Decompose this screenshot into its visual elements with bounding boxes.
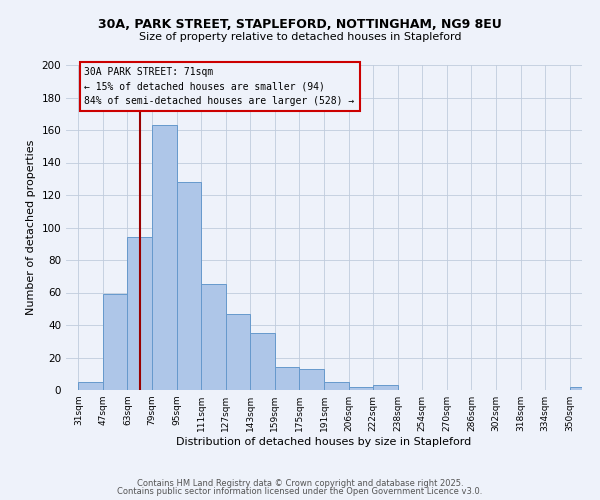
Text: 30A, PARK STREET, STAPLEFORD, NOTTINGHAM, NG9 8EU: 30A, PARK STREET, STAPLEFORD, NOTTINGHAM… [98,18,502,30]
Bar [275,367,299,390]
Bar [176,182,201,390]
Y-axis label: Number of detached properties: Number of detached properties [26,140,36,315]
Bar [103,294,127,390]
Bar [250,333,275,390]
X-axis label: Distribution of detached houses by size in Stapleford: Distribution of detached houses by size … [176,437,472,447]
Bar [201,284,226,390]
Text: Contains HM Land Registry data © Crown copyright and database right 2025.: Contains HM Land Registry data © Crown c… [137,478,463,488]
Bar [349,387,373,390]
Bar [570,387,594,390]
Bar [226,314,250,390]
Bar [324,382,349,390]
Text: 30A PARK STREET: 71sqm
← 15% of detached houses are smaller (94)
84% of semi-det: 30A PARK STREET: 71sqm ← 15% of detached… [85,66,355,106]
Bar [152,125,176,390]
Bar [127,238,152,390]
Bar [78,382,103,390]
Bar [373,385,398,390]
Text: Size of property relative to detached houses in Stapleford: Size of property relative to detached ho… [139,32,461,42]
Bar [299,369,324,390]
Text: Contains public sector information licensed under the Open Government Licence v3: Contains public sector information licen… [118,487,482,496]
